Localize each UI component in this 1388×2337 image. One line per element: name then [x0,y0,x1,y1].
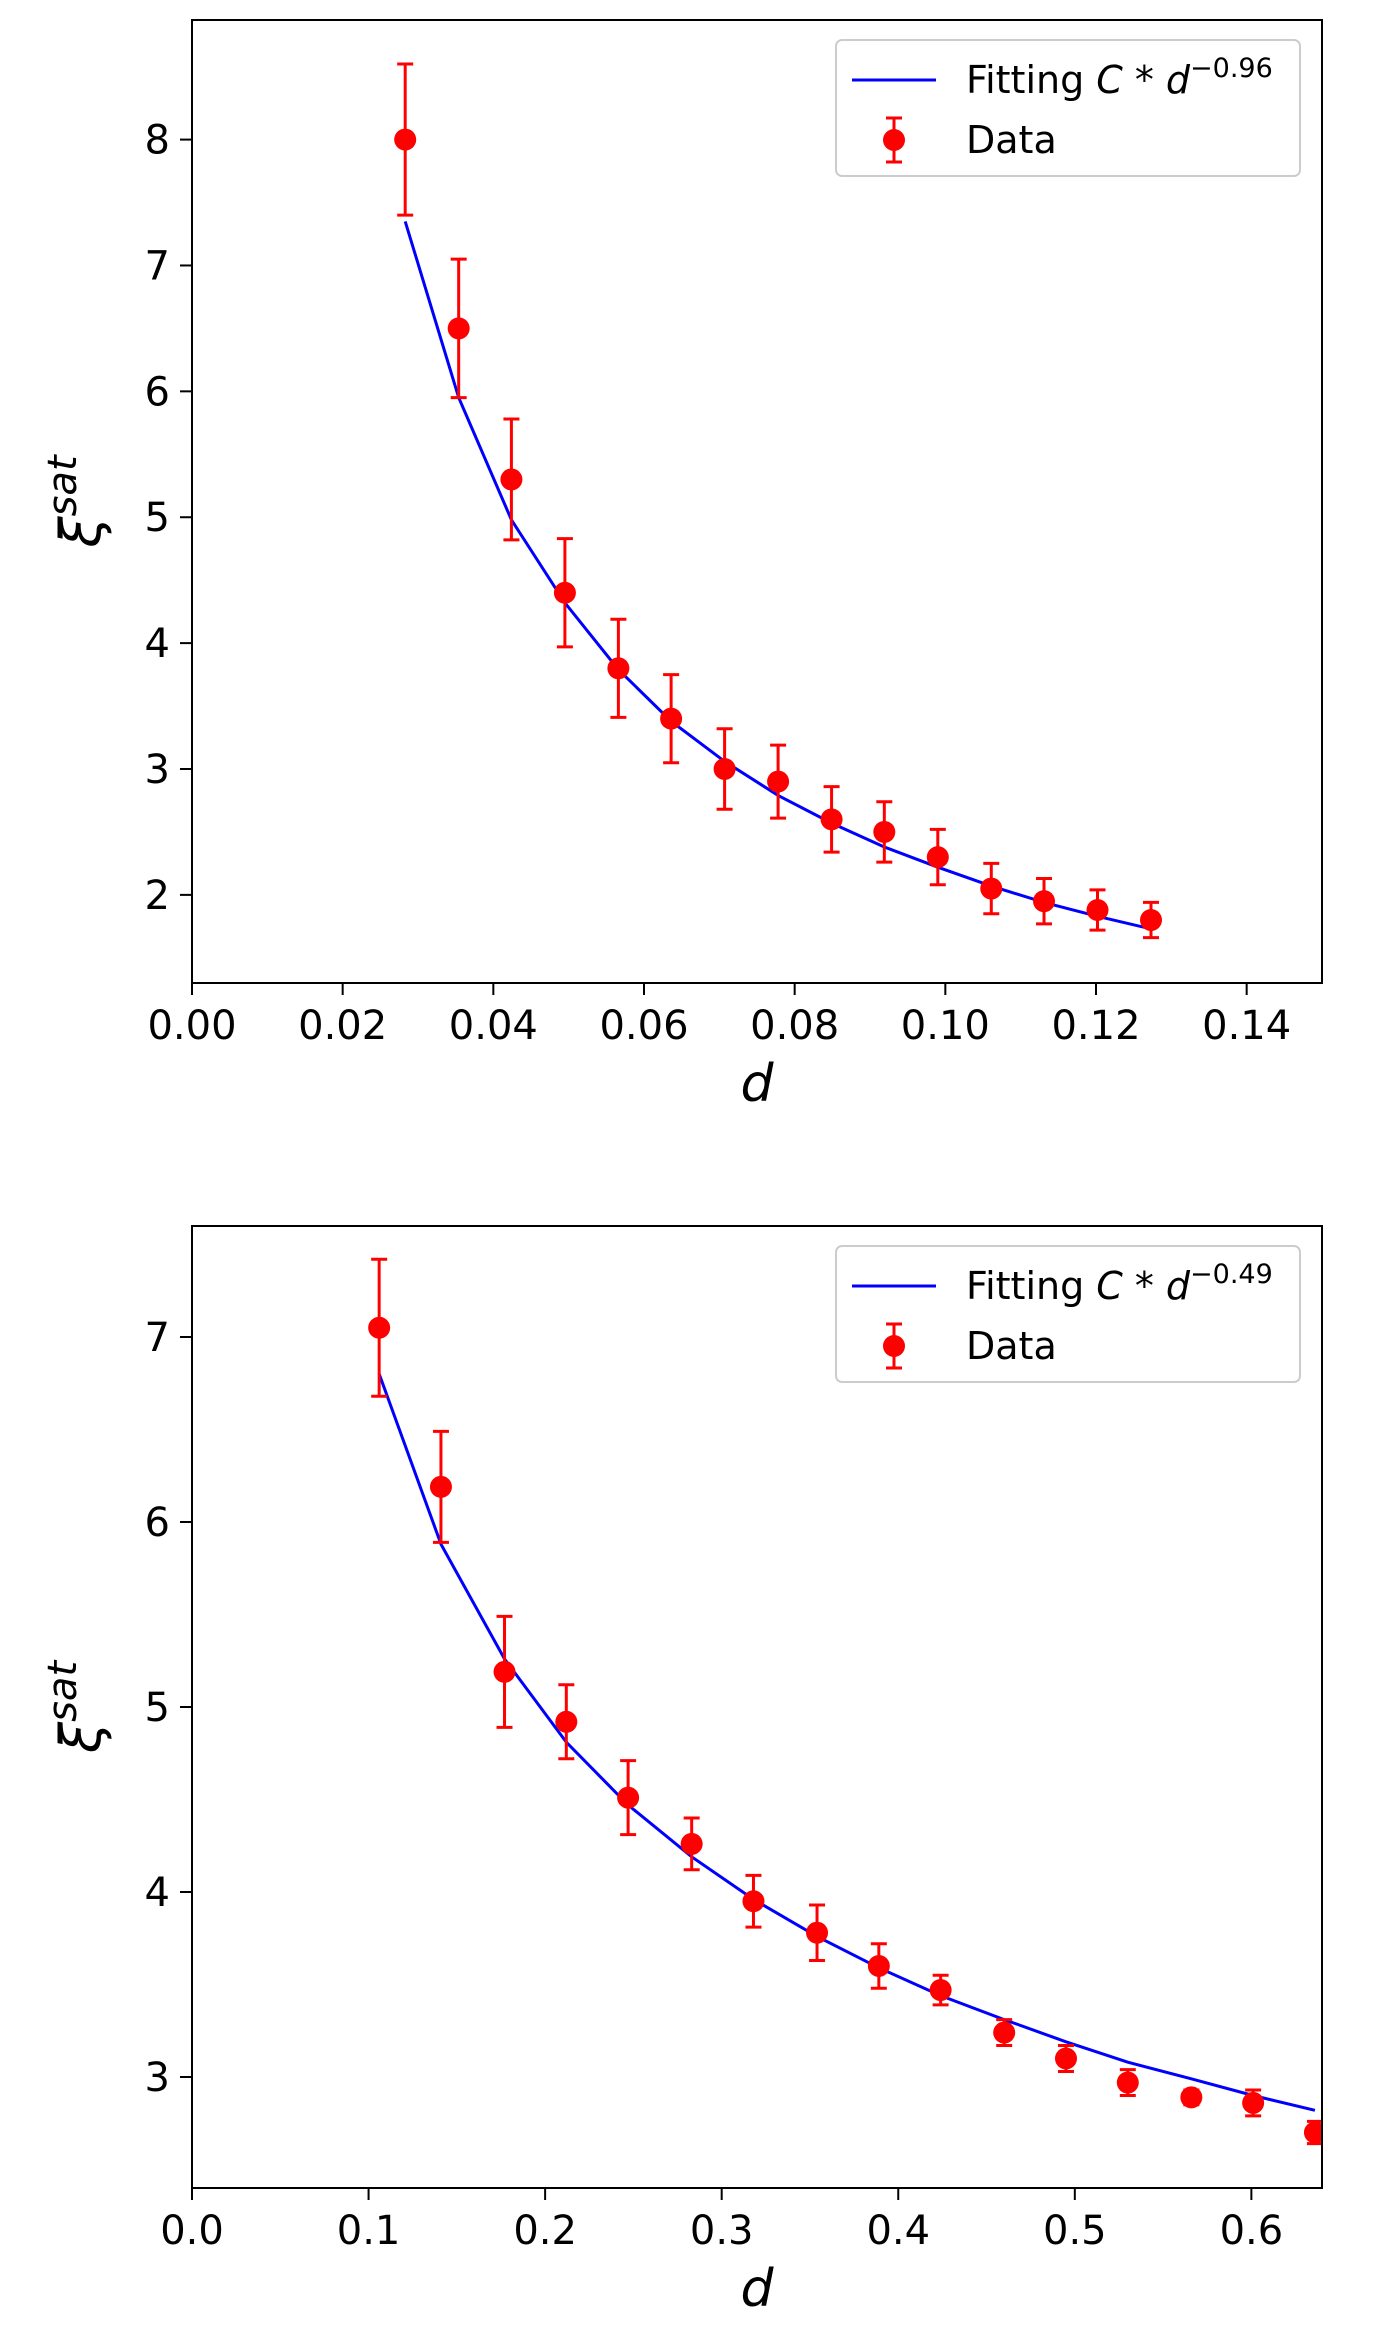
y-axis-label: ξsat [40,454,114,549]
data-point [1303,2121,1322,2144]
legend-fit-word: Fitting [966,1264,1084,1308]
legend-fit-word: Fitting [966,58,1084,102]
x-tick-label: 0.02 [298,1003,387,1049]
legend-data-label: Data [966,1324,1057,1368]
data-point [926,846,949,869]
data-point [1180,2086,1203,2109]
data-point [447,317,470,340]
x-tick-label: 0.08 [750,1003,839,1049]
legend-data-marker [883,129,905,151]
data-point [767,770,790,793]
y-axis-label-sup: sat [40,454,86,516]
data-point [820,808,843,831]
axes-frame [191,1225,1323,2189]
x-tick-label: 0.0 [160,2208,224,2254]
legend-fit-label: Fitting C * d−0.49 [966,1259,1273,1308]
y-axis-label-sup: sat [40,1660,86,1722]
data-point [394,128,417,151]
y-tick-label: 5 [145,1685,170,1731]
legend-fit-exponent: −0.96 [1190,53,1273,84]
data-point [368,1316,391,1339]
x-tick-label: 0.00 [147,1003,236,1049]
legend-fit-exponent: −0.49 [1190,1259,1273,1290]
y-axis-label-base: ξ [49,1721,114,1754]
x-axis-label: d [740,1054,774,1114]
y-tick-label: 8 [145,118,170,164]
data-point [429,1475,452,1498]
data-point [867,1955,890,1977]
fit-line [377,1373,1316,2112]
legend-fit-formula: C * d [1096,1264,1191,1308]
x-tick-label: 0.12 [1051,1003,1140,1049]
data-point [607,657,630,680]
y-tick-label: 5 [145,495,170,541]
legend: Fitting C * d−0.96 Data [835,39,1301,177]
data-point [1242,2091,1265,2114]
x-tick-label: 0.5 [1043,2208,1107,2254]
data-point [873,820,896,843]
x-tick-label: 0.2 [513,2208,577,2254]
y-tick-label: 6 [145,1500,170,1546]
y-axis-label-base: ξ [49,516,114,549]
panel-top: 0.00 0.02 0.04 0.06 0.08 0.10 0.12 0.14 2 3 4 5 6 7 8 d… [40,19,1323,1114]
data-point [493,1660,516,1683]
y-tick-label: 3 [145,747,170,793]
x-tick-label: 0.4 [866,2208,930,2254]
y-tick-label: 4 [145,1870,170,1916]
data-point [980,877,1003,900]
y-tick-label: 3 [145,2055,170,2101]
legend-data-marker [883,1335,905,1357]
legend-fit-formula: C * d [1096,58,1191,102]
data-point [555,1710,578,1733]
legend: Fitting C * d−0.49 Data [835,1245,1301,1383]
panel-bottom: 0.0 0.1 0.2 0.3 0.4 0.5 0.6 3 4 5 6 7 d ξsat Fitting C … [40,1225,1323,2319]
x-tick-label: 0.10 [901,1003,990,1049]
series-group [394,62,1162,940]
legend-fit-label: Fitting C * d−0.96 [966,53,1273,102]
axes-frame [191,19,1323,984]
x-tick-label: 0.14 [1202,1003,1291,1049]
legend-box [835,39,1301,177]
x-tick-label: 0.6 [1220,2208,1284,2254]
data-point [553,581,576,604]
y-tick-label: 7 [145,243,170,289]
data-point [680,1832,703,1855]
data-point [929,1979,952,2002]
data-point [617,1786,640,1809]
y-tick-label: 2 [145,873,170,919]
x-tick-label: 0.06 [599,1003,688,1049]
data-point [806,1921,829,1944]
data-point [1033,890,1056,913]
x-tick-label: 0.1 [337,2208,401,2254]
legend-data-label: Data [966,118,1057,162]
fit-line [403,220,1152,931]
data-point [713,758,736,780]
data-point [500,468,523,491]
y-tick-label: 6 [145,369,170,415]
data-point [993,2021,1016,2044]
data-point [1054,2047,1077,2070]
data-point [1086,898,1109,921]
data-point [1116,2071,1139,2094]
y-axis-label: ξsat [40,1660,114,1755]
x-tick-label: 0.3 [690,2208,754,2254]
data-point [1139,909,1162,932]
y-tick-label: 4 [145,621,170,667]
series-group [368,1257,1322,2146]
x-axis-label: d [740,2259,774,2319]
y-tick-label: 7 [145,1315,170,1361]
data-point [660,707,683,730]
x-tick-label: 0.04 [449,1003,538,1049]
legend-box [835,1245,1301,1383]
data-point [742,1890,765,1913]
